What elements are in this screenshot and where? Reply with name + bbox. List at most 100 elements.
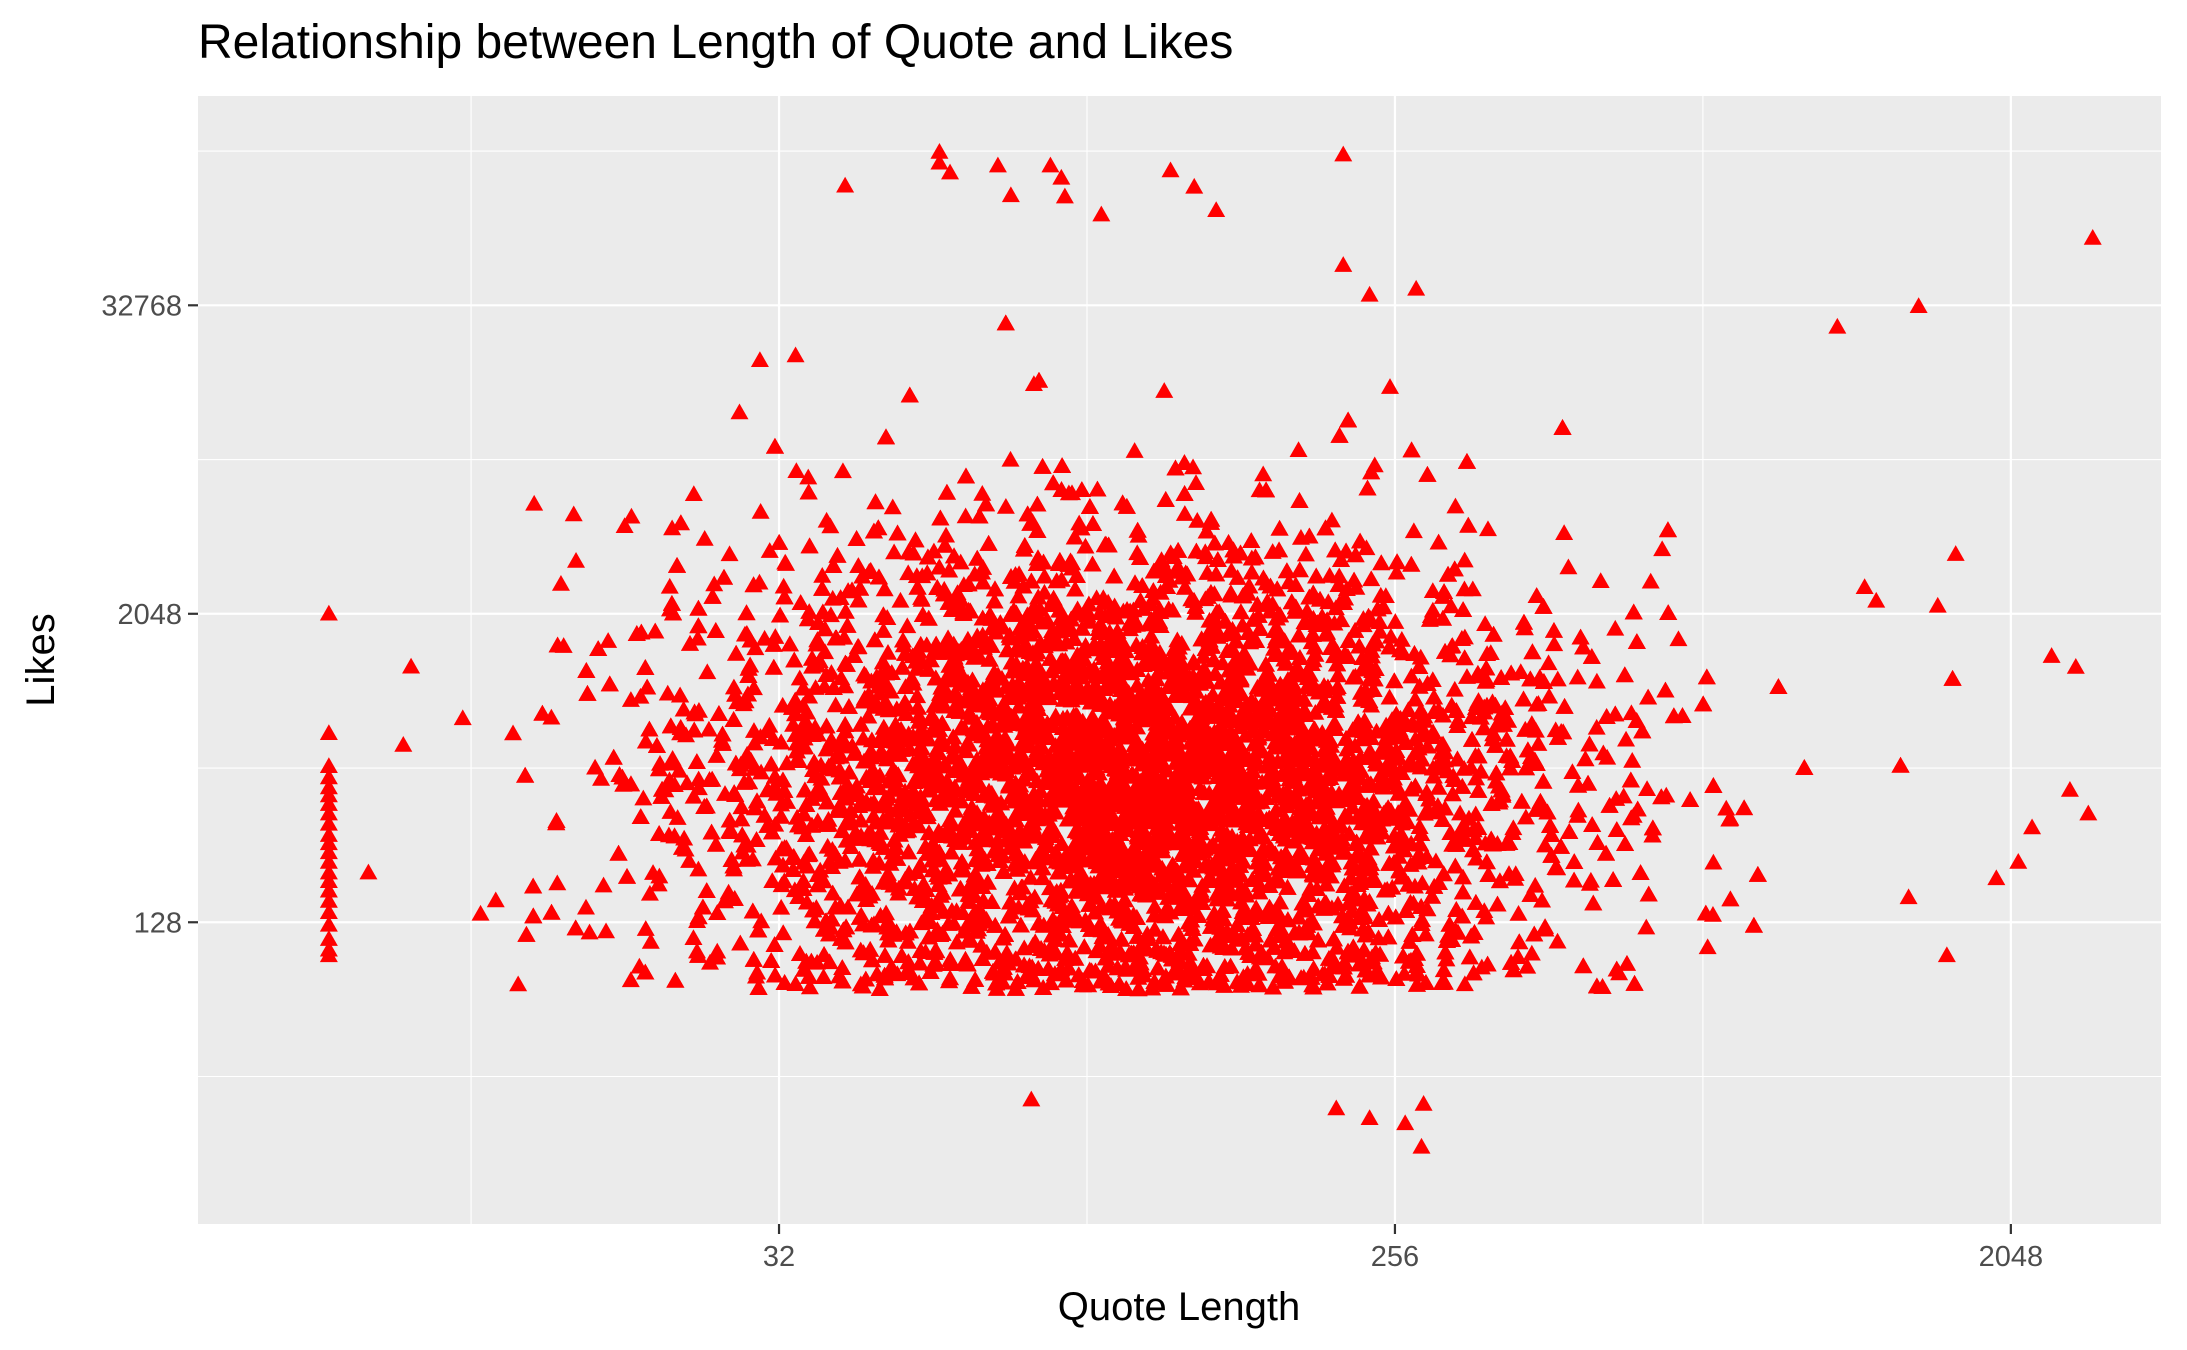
data-point	[1548, 670, 1567, 687]
data-point	[1057, 971, 1076, 988]
data-point	[720, 545, 739, 562]
data-point	[1386, 613, 1405, 629]
data-point	[1481, 644, 1500, 661]
data-point	[752, 763, 771, 780]
data-point	[1539, 654, 1558, 671]
data-point	[752, 912, 771, 929]
data-point	[766, 628, 785, 644]
data-point	[660, 577, 679, 594]
data-point	[1555, 524, 1574, 540]
data-point	[1591, 572, 1610, 589]
data-point	[640, 884, 659, 901]
data-point	[1410, 818, 1429, 835]
data-point	[1076, 537, 1095, 554]
data-point	[1509, 904, 1528, 921]
data-point	[760, 542, 779, 558]
data-point	[893, 631, 912, 648]
data-point	[1330, 567, 1349, 584]
data-point	[641, 932, 660, 949]
chart-title: Relationship between Length of Quote and…	[198, 16, 1233, 69]
data-point	[952, 792, 971, 809]
data-point	[870, 778, 889, 795]
data-point	[1445, 771, 1464, 788]
data-point	[586, 758, 605, 775]
data-point	[1580, 874, 1599, 891]
data-point	[1451, 804, 1470, 821]
data-point	[904, 674, 923, 691]
data-point	[775, 872, 794, 889]
data-point	[676, 840, 695, 857]
data-point	[402, 657, 421, 674]
data-point	[818, 837, 837, 854]
data-point	[1429, 778, 1448, 795]
data-point	[776, 553, 795, 570]
data-point	[1418, 737, 1437, 754]
data-point	[1400, 800, 1419, 817]
data-point	[1545, 635, 1564, 652]
data-point	[1091, 915, 1110, 931]
data-point	[1423, 582, 1442, 598]
data-point	[1273, 957, 1292, 974]
data-point	[812, 769, 831, 786]
data-point	[833, 462, 852, 479]
data-point	[786, 346, 805, 363]
data-point	[1187, 474, 1206, 490]
data-point	[1399, 701, 1418, 718]
data-point	[795, 805, 814, 822]
data-point	[1522, 944, 1541, 961]
data-point	[1001, 450, 1020, 467]
data-point	[854, 729, 873, 746]
data-point	[1155, 382, 1174, 398]
data-point	[908, 687, 927, 704]
data-point	[898, 932, 917, 949]
data-point	[1442, 597, 1461, 614]
data-point	[567, 552, 586, 568]
data-point	[1416, 925, 1435, 942]
data-point	[1568, 668, 1587, 685]
data-point	[680, 852, 699, 868]
data-point	[1175, 505, 1194, 521]
data-point	[732, 798, 751, 815]
data-point	[774, 577, 793, 594]
data-point	[1455, 975, 1474, 992]
data-point	[817, 511, 836, 528]
data-point	[663, 519, 682, 536]
data-point	[689, 860, 708, 877]
data-point	[1623, 751, 1642, 768]
data-point	[1653, 540, 1672, 557]
data-point	[881, 682, 900, 699]
data-point	[1617, 730, 1636, 747]
data-point	[875, 580, 894, 597]
data-point	[826, 898, 845, 915]
data-point	[973, 484, 992, 501]
data-point	[1698, 938, 1717, 955]
data-point	[732, 810, 751, 827]
data-point	[1271, 893, 1290, 910]
data-point	[1083, 708, 1102, 725]
data-point	[1296, 545, 1315, 562]
data-point	[958, 734, 977, 751]
data-point	[1279, 573, 1298, 590]
data-point	[1563, 763, 1582, 780]
data-point	[1477, 908, 1496, 925]
data-point	[1533, 891, 1552, 908]
data-point	[634, 789, 653, 806]
data-point	[822, 664, 841, 680]
data-point	[1222, 561, 1241, 578]
data-point	[1476, 615, 1495, 631]
data-point	[1376, 587, 1395, 603]
data-point	[1033, 869, 1052, 886]
data-point	[1529, 735, 1548, 751]
data-point	[471, 904, 490, 921]
data-point	[937, 526, 956, 543]
data-point	[912, 914, 931, 931]
data-point	[854, 752, 873, 769]
data-point	[1370, 622, 1389, 639]
data-point	[1559, 558, 1578, 575]
data-point	[1587, 672, 1606, 689]
data-points	[319, 142, 2102, 1154]
data-point	[1548, 932, 1567, 949]
data-point	[504, 724, 523, 741]
data-point	[1145, 897, 1164, 914]
